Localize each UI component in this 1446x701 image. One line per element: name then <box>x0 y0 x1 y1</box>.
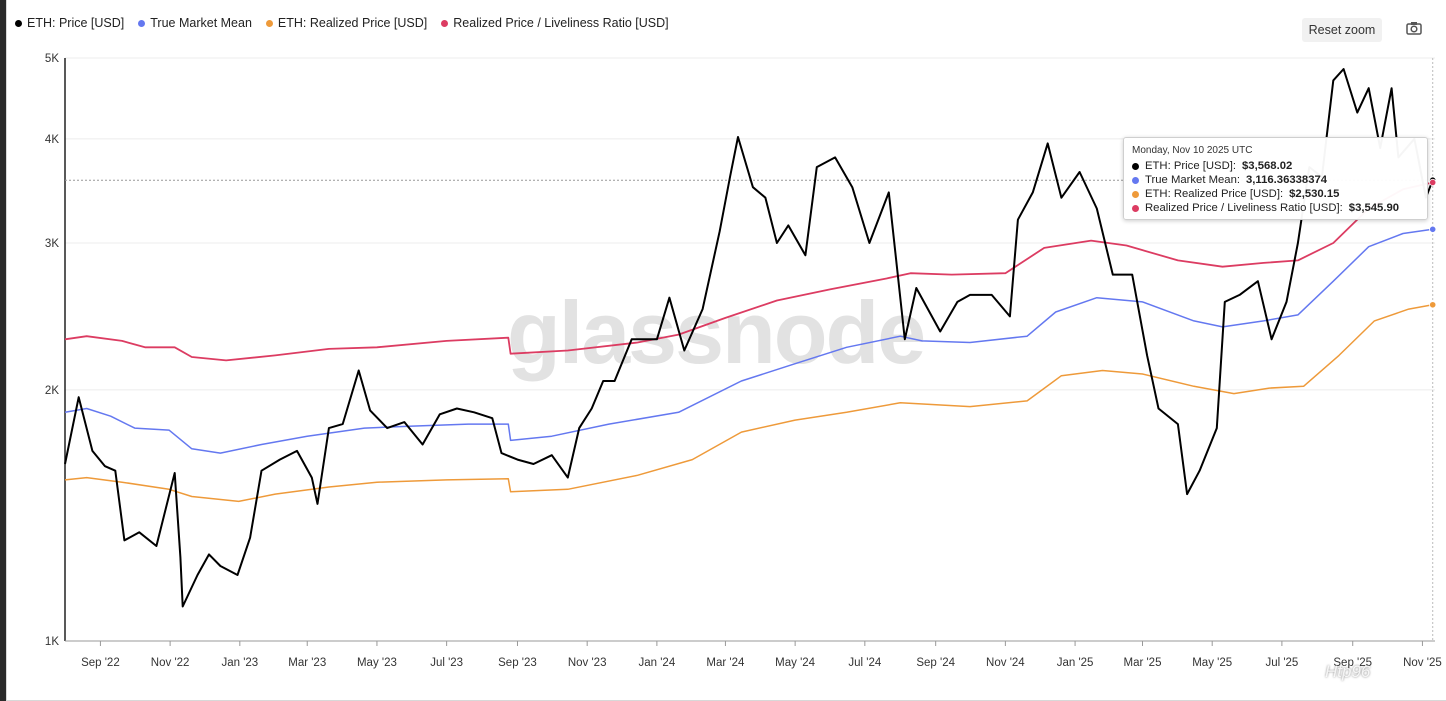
tooltip-value: $2,530.15 <box>1289 188 1340 200</box>
x-tick-label: Nov '22 <box>151 657 190 669</box>
tooltip-label: ETH: Realized Price [USD]: <box>1145 188 1284 200</box>
x-tick-label: Jul '25 <box>1265 657 1298 669</box>
legend-item-liveliness-ratio[interactable]: Realized Price / Liveliness Ratio [USD] <box>441 16 669 30</box>
x-tick-label: Mar '24 <box>706 657 745 669</box>
x-tick-label: Jan '23 <box>221 657 258 669</box>
x-tick-label: Nov '25 <box>1403 657 1442 669</box>
reset-zoom-button[interactable]: Reset zoom <box>1302 18 1382 42</box>
tooltip-dot-icon <box>1132 204 1139 212</box>
tooltip-row: Realized Price / Liveliness Ratio [USD]:… <box>1132 202 1399 214</box>
legend-label: ETH: Price [USD] <box>27 16 125 30</box>
series-line-2 <box>64 304 1433 503</box>
legend-label: Realized Price / Liveliness Ratio [USD] <box>453 16 669 30</box>
x-tick-label: Jan '25 <box>1057 657 1094 669</box>
tooltip-value: $3,568.02 <box>1242 160 1293 172</box>
y-tick-label: 3K <box>45 238 59 250</box>
x-tick-label: Nov '24 <box>986 657 1025 669</box>
x-tick-label: Sep '25 <box>1333 657 1372 669</box>
x-tick-label: Sep '24 <box>916 657 955 669</box>
x-tick-label: Sep '23 <box>498 657 537 669</box>
legend-dot-icon <box>138 19 146 27</box>
y-tick-label: 2K <box>45 385 59 397</box>
tooltip-row: True Market Mean: 3,116.36338374 <box>1132 174 1327 186</box>
legend-dot-icon <box>441 19 449 27</box>
x-tick-label: Nov '23 <box>568 657 607 669</box>
y-tick-label: 1K <box>45 636 59 648</box>
legend-label: ETH: Realized Price [USD] <box>277 16 428 30</box>
legend-item-true-market-mean[interactable]: True Market Mean <box>138 16 252 30</box>
x-tick-label: Jul '24 <box>848 657 881 669</box>
tooltip-dot-icon <box>1132 176 1139 184</box>
x-tick-label: May '25 <box>1192 657 1232 669</box>
tooltip-date: Monday, Nov 10 2025 UTC <box>1132 145 1253 156</box>
x-tick-label: Jan '24 <box>639 657 676 669</box>
series-line-0 <box>64 68 1434 608</box>
tooltip-label: Realized Price / Liveliness Ratio [USD]: <box>1145 202 1343 214</box>
tooltip-value: 3,116.36338374 <box>1246 174 1328 186</box>
legend-dot-icon <box>265 19 273 27</box>
legend-dot-icon <box>15 19 22 27</box>
tooltip-label: True Market Mean: <box>1145 174 1241 186</box>
tooltip-value: $3,545.90 <box>1348 202 1400 214</box>
chart-panel: ETH: Price [USD] True Market Mean ETH: R… <box>6 0 1446 701</box>
series-end-point-1 <box>1429 225 1437 233</box>
x-tick-label: Mar '23 <box>288 657 326 669</box>
x-tick-label: May '23 <box>357 657 397 669</box>
y-tick-label: 5K <box>45 53 59 65</box>
x-tick-label: Jul '23 <box>430 657 463 669</box>
tooltip-dot-icon <box>1132 190 1139 198</box>
series-line-1 <box>64 228 1433 454</box>
series-end-point-3 <box>1429 178 1437 187</box>
chart-tooltip: Monday, Nov 10 2025 UTC ETH: Price [USD]… <box>1123 137 1428 220</box>
legend-item-eth-price[interactable]: ETH: Price [USD] <box>15 16 124 30</box>
x-tick-label: Sep '22 <box>81 657 120 669</box>
series-end-point-2 <box>1429 301 1437 309</box>
tooltip-label: ETH: Price [USD]: <box>1145 160 1237 172</box>
x-tick-label: Mar '25 <box>1123 657 1161 669</box>
y-tick-label: 4K <box>45 134 59 146</box>
x-tick-label: May '24 <box>775 657 816 669</box>
tooltip-dot-icon <box>1132 162 1139 170</box>
corner-watermark: Htp96 <box>1325 662 1371 681</box>
camera-icon[interactable] <box>1404 20 1424 38</box>
tooltip-row: ETH: Price [USD]: $3,568.02 <box>1132 160 1292 172</box>
series-line-3 <box>64 181 1433 362</box>
line-chart[interactable]: 1K 2K 3K 4K 5K Sep '22 Nov '22 Jan '23 Mar '23 Ma… <box>7 0 1446 700</box>
tooltip-row: ETH: Realized Price [USD]: $2,530.15 <box>1132 188 1339 200</box>
chart-legend: ETH: Price [USD] True Market Mean ETH: R… <box>15 16 669 30</box>
legend-item-realized-price[interactable]: ETH: Realized Price [USD] <box>265 16 428 30</box>
legend-label: True Market Mean <box>150 16 252 30</box>
